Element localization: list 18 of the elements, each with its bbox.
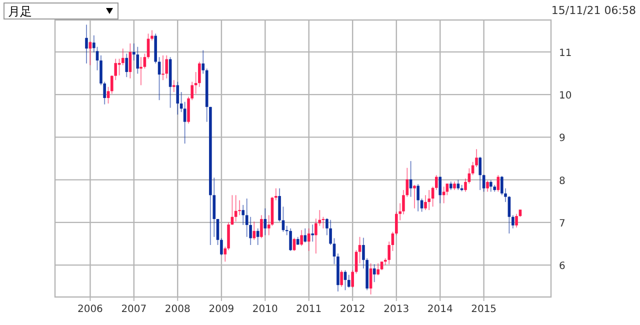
- y-tick-label: 7: [559, 218, 566, 230]
- text: 月足: [8, 4, 32, 18]
- y-tick-label: 10: [559, 90, 572, 102]
- x-tick-label: 2009: [208, 304, 234, 315]
- x-tick-label: 2007: [121, 304, 147, 315]
- y-tick-label: 9: [559, 133, 566, 144]
- y-tick-label: 8: [559, 176, 566, 187]
- x-tick-label: 2015: [471, 304, 497, 315]
- y-tick-label: 6: [559, 261, 566, 272]
- x-tick-label: 2012: [340, 304, 366, 315]
- x-tick-label: 2013: [384, 304, 410, 315]
- x-tick-label: 2008: [164, 304, 190, 315]
- x-tick-label: 2010: [252, 304, 278, 315]
- x-tick-label: 2014: [427, 304, 453, 315]
- y-tick-label: 11: [559, 48, 572, 59]
- x-tick-label: 2006: [77, 304, 103, 315]
- text: 15/11/21 06:58: [551, 4, 636, 17]
- x-tick-label: 2011: [296, 304, 322, 315]
